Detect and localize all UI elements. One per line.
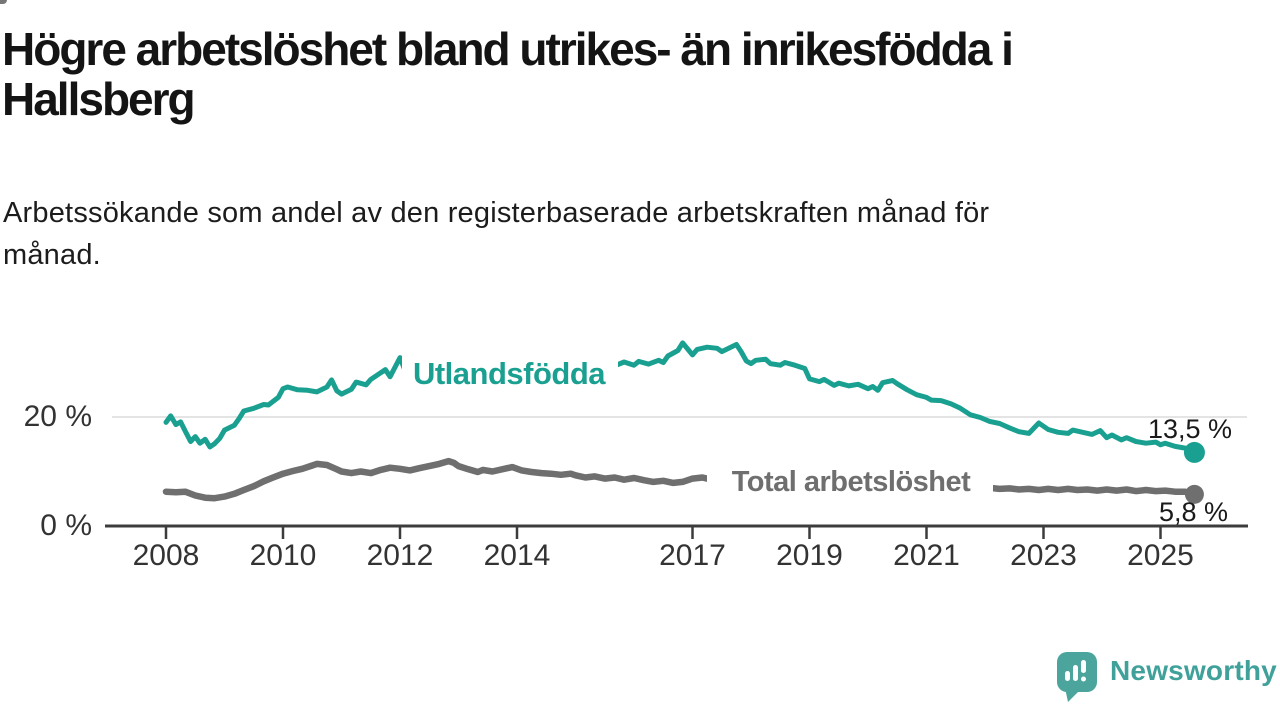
newsworthy-brand-link[interactable]: Newsworthy	[1055, 650, 1280, 705]
series-line	[163, 340, 1197, 455]
chart-axes: 2008 2010 2012 2014 2017 2019 2021 2023 2025 0 % 2…	[24, 400, 1248, 572]
x-axis-tick-label: 2025	[1127, 539, 1194, 572]
series-total-arbetsl-shet: Total arbetslöshet 5,8 %	[162, 457, 1228, 527]
x-axis-tick-label: 2014	[484, 539, 551, 572]
newsworthy-logo-icon	[1057, 652, 1097, 702]
x-axis-tick-label: 2012	[367, 539, 434, 572]
series-end-value-label: 13,5 %	[1148, 414, 1232, 444]
series-end-dot	[1183, 441, 1205, 463]
series-inline-label: Total arbetslöshet	[732, 466, 971, 498]
x-axis-tick-label: 2023	[1010, 539, 1077, 572]
series-label-backdrop	[707, 462, 993, 498]
page-title: Högre arbetslöshet bland utrikes- än inr…	[2, 23, 1014, 125]
chart-subtitle: Arbetssökande som andel av den registerb…	[3, 197, 990, 271]
y-axis-tick-label: 20 %	[24, 400, 92, 433]
y-axis-tick-label: 0 %	[40, 509, 92, 542]
x-axis-tick-label: 2017	[659, 539, 726, 572]
series-line	[162, 457, 1198, 502]
series-end-value-label: 5,8 %	[1159, 497, 1228, 527]
x-axis-tick-label: 2019	[776, 539, 843, 572]
series-label-backdrop	[402, 354, 618, 390]
newsworthy-brand-name: Newsworthy	[1110, 655, 1277, 686]
x-axis-tick-label: 2021	[893, 539, 960, 572]
series-end-dot	[1184, 484, 1204, 504]
series-inline-label: Utlandsfödda	[413, 356, 606, 391]
x-axis-tick-label: 2010	[250, 539, 317, 572]
x-axis-tick-label: 2008	[133, 539, 200, 572]
series-utlandsf-dda: Utlandsfödda 13,5 %	[163, 340, 1232, 463]
screenshot-corner-artifact	[0, 0, 7, 4]
